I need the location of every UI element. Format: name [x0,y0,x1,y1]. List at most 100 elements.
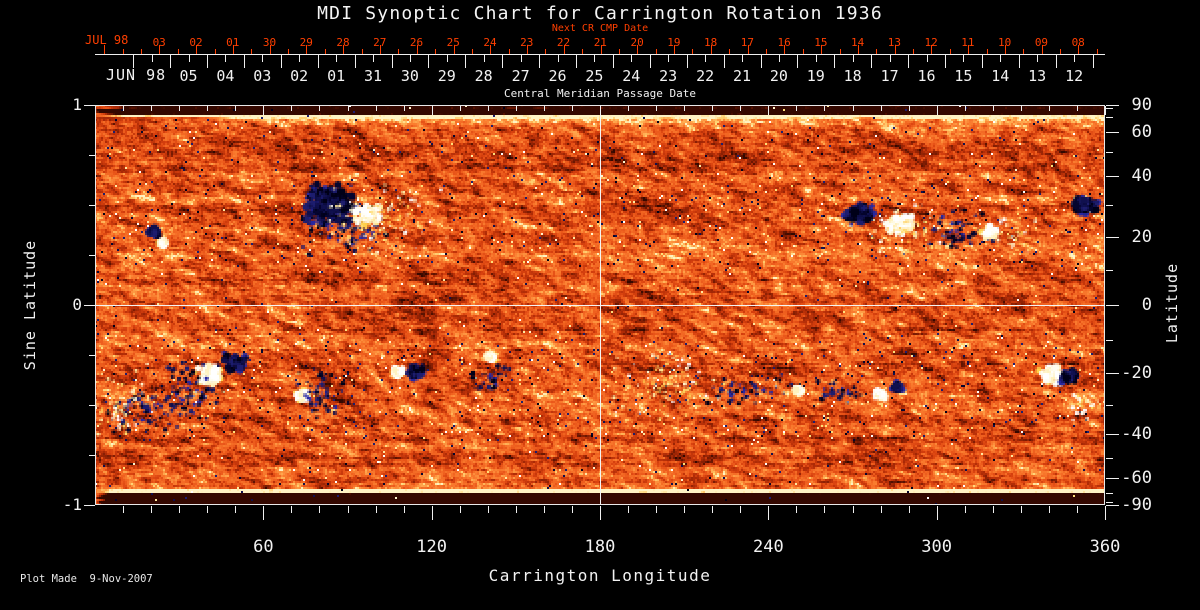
next-cr-tick [1060,49,1062,54]
next-cr-tick [545,49,547,54]
cmp-tick-label: 25 [585,67,604,85]
longitude-tick [768,506,770,520]
cmp-tick [151,55,153,62]
cmp-tick-label: 16 [917,67,936,85]
cmp-tick [465,55,467,68]
cmp-tick [871,55,873,68]
longitude-tick-label: 300 [921,537,953,557]
cmp-axis-title: Central Meridian Passage Date [503,87,697,100]
longitude-top-tick [207,106,209,111]
latitude-tick [1106,501,1113,503]
latitude-tick-label: 0 [1141,295,1152,315]
longitude-tick-label: 180 [584,537,616,557]
next-cr-tick [857,45,859,54]
sine-latitude-tick [89,255,95,256]
next-cr-tick-label: 14 [851,36,865,49]
cmp-tick-label: 12 [1065,67,1084,85]
longitude-top-tick [880,106,882,111]
cmp-axis-line [95,54,1105,55]
cmp-tick-label: 19 [806,67,825,85]
next-cr-tick-label: 30 [262,36,277,49]
next-cr-tick-label: 16 [777,36,791,49]
next-cr-tick [710,45,712,54]
cmp-tick [723,55,725,68]
cmp-tick [1000,55,1002,62]
cmp-tick-label: 13 [1028,67,1047,85]
next-cr-tick-label: 12 [924,36,938,49]
longitude-top-tick [656,106,658,111]
equator-grid-line [95,305,1105,306]
next-cr-tick-label: 03 [152,36,166,49]
next-cr-tick-label: 26 [409,36,424,49]
cmp-tick [207,55,208,68]
longitude-top-tick [936,106,938,115]
cmp-tick [317,55,319,68]
next-cr-tick-label: 10 [998,36,1012,49]
latitude-tick [1106,131,1119,133]
sine-latitude-tick [84,505,95,506]
next-cr-tick [784,45,786,54]
sine-latitude-tick [89,155,95,156]
next-cr-tick-label: 17 [740,36,754,49]
latitude-tick [1106,492,1113,494]
longitude-tick [291,506,293,513]
longitude-top-tick [852,106,854,111]
next-cr-tick-label: 02 [189,36,203,49]
longitude-tick [600,506,601,520]
next-cr-tick [582,49,584,54]
cmp-tick-label: 22 [696,67,715,85]
longitude-tick [1076,506,1078,513]
cmp-tick [631,55,633,62]
next-cr-tick [876,49,878,54]
longitude-top-tick [768,106,770,115]
next-cr-tick [471,49,473,54]
next-cr-tick [1004,45,1006,54]
next-cr-tick [563,45,565,54]
latitude-tick [1106,458,1113,460]
longitude-tick [319,506,321,513]
longitude-tick [487,506,489,513]
longitude-tick [712,506,714,513]
latitude-tick-label: -20 [1121,363,1152,384]
next-cr-tick-label: 28 [336,36,350,49]
next-cr-tick [729,49,731,54]
longitude-tick [1020,506,1022,513]
cmp-tick [594,55,596,62]
next-cr-tick [306,45,308,54]
sine-latitude-tick [89,405,95,406]
longitude-tick [571,506,573,513]
next-cr-tick [214,49,216,54]
longitude-tick [908,506,910,513]
longitude-tick-label: 60 [253,537,274,557]
longitude-top-tick [1020,106,1022,111]
cmp-tick [760,55,762,68]
next-cr-tick [122,49,124,54]
next-cr-tick-label: 22 [556,36,571,49]
cmp-tick-label: 31 [363,67,383,85]
longitude-tick [964,506,966,513]
longitude-tick [515,506,517,513]
cmp-tick [557,55,559,62]
next-cr-tick [398,49,400,54]
longitude-tick [431,506,433,520]
longitude-top-tick [431,106,433,115]
cmp-tick [1018,55,1020,68]
next-cr-tick [747,45,749,54]
next-cr-tick [288,49,290,54]
next-cr-tick [435,49,437,54]
next-cr-tick-label: 08 [1071,36,1085,49]
cmp-tick-label: 27 [511,67,530,85]
next-cr-tick [1041,45,1043,54]
latitude-tick [1106,505,1119,506]
next-cr-tick [913,49,915,54]
latitude-tick [1106,405,1113,406]
longitude-tick [179,506,181,513]
longitude-top-tick [628,106,630,111]
cmp-tick [428,55,430,68]
next-cr-tick [600,45,602,54]
longitude-top-tick [347,106,349,111]
cmp-tick [1037,55,1039,62]
longitude-top-tick [908,106,910,111]
next-cr-tick [839,49,841,54]
